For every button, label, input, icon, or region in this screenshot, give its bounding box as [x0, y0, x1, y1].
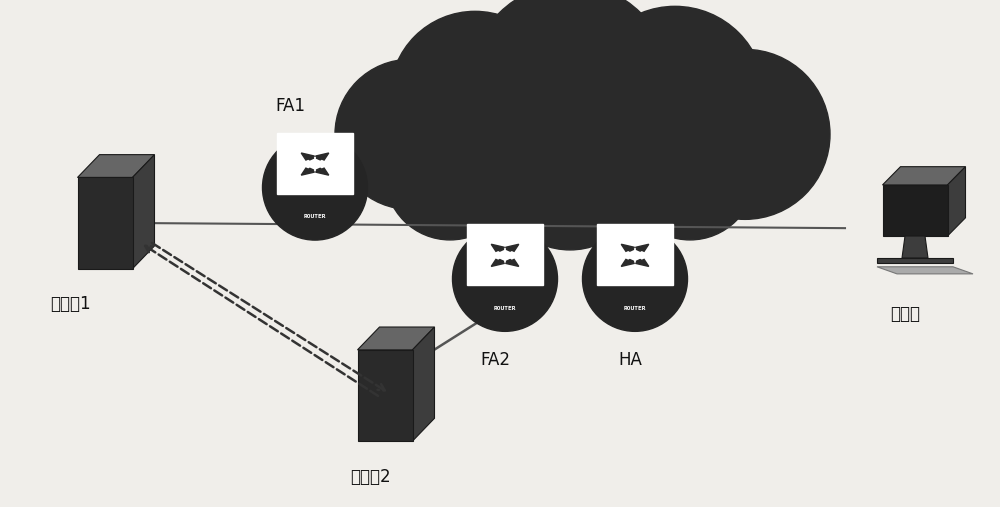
Ellipse shape — [335, 59, 485, 209]
Polygon shape — [358, 350, 413, 441]
Ellipse shape — [625, 110, 755, 240]
Ellipse shape — [262, 135, 368, 240]
FancyArrow shape — [301, 168, 315, 175]
Polygon shape — [78, 177, 132, 269]
FancyArrow shape — [621, 244, 635, 251]
Polygon shape — [132, 155, 154, 269]
Ellipse shape — [660, 49, 830, 220]
Text: ROUTER: ROUTER — [304, 214, 326, 220]
FancyArrow shape — [635, 244, 649, 251]
Polygon shape — [413, 327, 435, 441]
Ellipse shape — [550, 52, 730, 232]
FancyArrow shape — [505, 244, 519, 251]
Polygon shape — [78, 155, 154, 177]
Ellipse shape — [390, 11, 560, 182]
FancyArrow shape — [505, 260, 519, 266]
Ellipse shape — [405, 47, 595, 237]
Polygon shape — [358, 327, 435, 350]
Polygon shape — [902, 236, 928, 258]
FancyArrow shape — [491, 260, 505, 266]
Ellipse shape — [452, 226, 558, 332]
Ellipse shape — [470, 0, 670, 184]
Polygon shape — [883, 167, 966, 185]
Ellipse shape — [475, 50, 665, 239]
FancyArrow shape — [491, 244, 505, 251]
FancyArrow shape — [301, 153, 315, 160]
Text: 客户端: 客户端 — [890, 305, 920, 323]
Text: FA1: FA1 — [275, 97, 305, 116]
FancyArrow shape — [315, 168, 329, 175]
FancyArrow shape — [621, 260, 635, 266]
Polygon shape — [948, 167, 966, 236]
Polygon shape — [877, 267, 973, 274]
Text: 服务器1: 服务器1 — [50, 295, 90, 313]
Ellipse shape — [385, 110, 515, 240]
Polygon shape — [877, 258, 953, 263]
Text: HA: HA — [618, 351, 642, 369]
FancyArrow shape — [315, 153, 329, 160]
Text: 服务器2: 服务器2 — [350, 467, 390, 486]
FancyBboxPatch shape — [467, 224, 543, 285]
Ellipse shape — [495, 100, 645, 250]
Polygon shape — [883, 185, 948, 236]
Ellipse shape — [582, 226, 688, 332]
FancyBboxPatch shape — [277, 133, 353, 194]
Text: ROUTER: ROUTER — [494, 306, 516, 311]
FancyArrow shape — [635, 260, 649, 266]
FancyBboxPatch shape — [597, 224, 673, 285]
Ellipse shape — [585, 6, 765, 187]
Text: ROUTER: ROUTER — [624, 306, 646, 311]
Text: FA2: FA2 — [480, 351, 510, 369]
